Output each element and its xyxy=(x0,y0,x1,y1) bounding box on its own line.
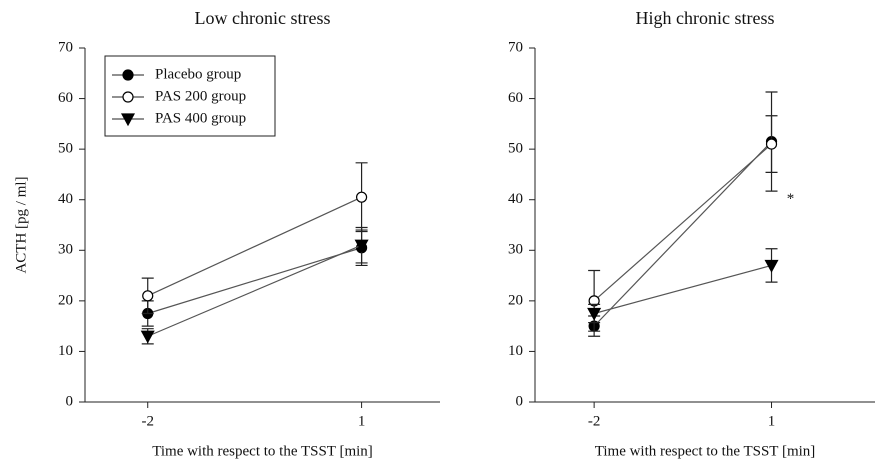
y-tick-label: 20 xyxy=(508,292,523,308)
marker xyxy=(587,307,602,321)
y-tick-label: 70 xyxy=(508,39,523,55)
marker xyxy=(142,290,154,302)
series-line xyxy=(147,247,362,315)
chart-title: High chronic stress xyxy=(636,8,775,28)
chart-title: Low chronic stress xyxy=(195,8,331,28)
x-axis-label: Time with respect to the TSST [min] xyxy=(152,443,373,459)
y-tick-label: 50 xyxy=(58,141,73,157)
x-tick-label: -2 xyxy=(141,413,154,429)
annotation: * xyxy=(787,191,795,207)
x-tick-label: 1 xyxy=(768,413,776,429)
legend-marker xyxy=(120,113,136,127)
marker xyxy=(765,138,778,150)
y-tick-label: 40 xyxy=(58,191,73,207)
series-line xyxy=(147,244,362,337)
y-tick-label: 30 xyxy=(508,242,523,258)
y-tick-label: 40 xyxy=(508,191,523,207)
y-tick-label: 60 xyxy=(58,90,73,106)
series-line xyxy=(593,141,772,327)
y-tick-label: 20 xyxy=(58,292,73,308)
x-tick-label: -2 xyxy=(588,413,601,429)
series-line xyxy=(147,196,362,297)
x-tick-label: 1 xyxy=(358,413,366,429)
y-tick-label: 0 xyxy=(66,393,74,409)
legend-marker xyxy=(122,91,134,103)
legend-label: Placebo group xyxy=(155,66,241,82)
y-tick-label: 10 xyxy=(58,343,73,359)
y-tick-label: 60 xyxy=(508,90,523,106)
legend-marker xyxy=(122,69,134,81)
y-tick-label: 30 xyxy=(58,242,73,258)
series-line xyxy=(593,143,772,302)
y-tick-label: 0 xyxy=(516,393,524,409)
marker xyxy=(140,330,155,344)
series-line xyxy=(593,264,772,315)
y-axis-label: ACTH [pg / ml] xyxy=(13,176,29,273)
y-tick-label: 10 xyxy=(508,343,523,359)
y-tick-label: 50 xyxy=(508,141,523,157)
marker xyxy=(764,259,779,273)
marker xyxy=(354,239,369,253)
y-tick-label: 70 xyxy=(58,39,73,55)
legend-label: PAS 400 group xyxy=(155,110,246,126)
marker xyxy=(355,191,368,203)
legend-label: PAS 200 group xyxy=(155,88,246,104)
x-axis-label: Time with respect to the TSST [min] xyxy=(595,443,816,459)
